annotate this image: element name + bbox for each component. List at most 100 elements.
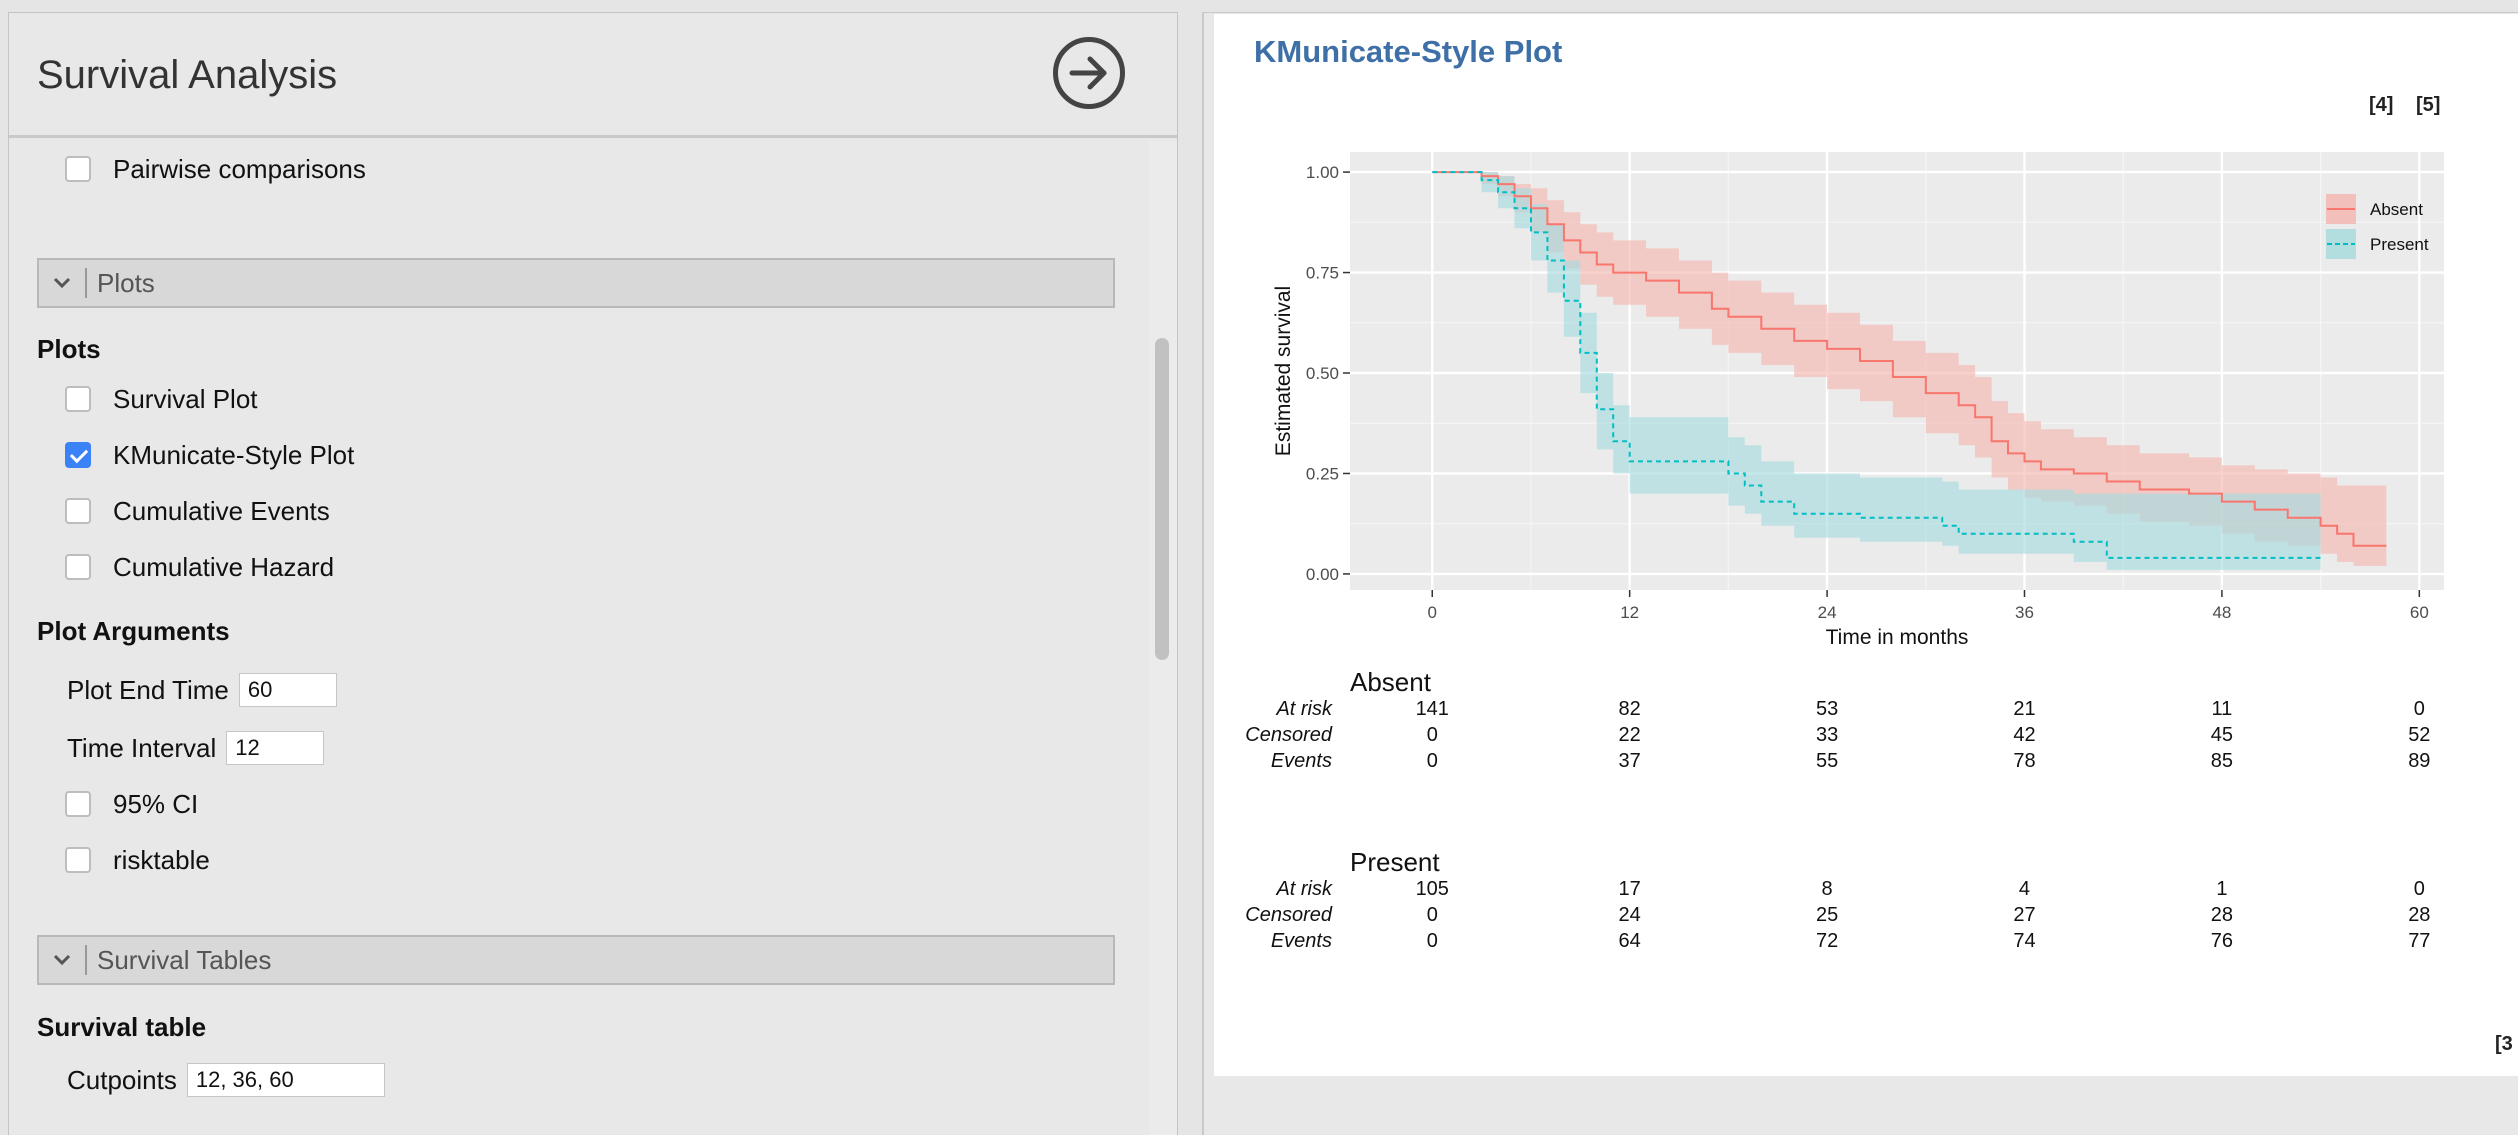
survival-plot-checkbox[interactable] <box>65 386 91 412</box>
ci-band-present <box>1432 172 2321 570</box>
options-scroll-area: Pairwise comparisons Plots Plots Surviva… <box>9 138 1149 1135</box>
risk-cell: 0 <box>1427 750 1438 772</box>
y-tick-label: 1.00 <box>1306 163 1339 182</box>
plots-heading: Plots <box>37 334 101 364</box>
results-page: KMunicate-Style Plot [4] [5] [3 0.00 0.25… <box>1214 14 2518 1076</box>
risk-cell: 141 <box>1416 698 1449 720</box>
risk-cell: 28 <box>2408 904 2430 926</box>
cutpoints-label: Cutpoints <box>67 1064 177 1095</box>
kmunicate-plot-option[interactable]: KMunicate-Style Plot <box>65 439 354 471</box>
risk-cell: 82 <box>1619 698 1641 720</box>
risk-cell: 17 <box>1619 878 1641 900</box>
ci-label: 95% CI <box>113 788 199 819</box>
risk-cell: 89 <box>2408 750 2430 772</box>
survival-plot-label: Survival Plot <box>113 383 258 414</box>
risk-cell: 0 <box>2414 698 2425 720</box>
risk-cell: 33 <box>1816 724 1838 746</box>
risk-group-title: Present <box>1350 847 1440 877</box>
cumulative-hazard-option[interactable]: Cumulative Hazard <box>65 551 334 583</box>
survival-table-heading: Survival table <box>37 1012 207 1042</box>
legend-label: Present <box>2370 235 2429 254</box>
reference-link[interactable]: [4] <box>2369 94 2394 116</box>
run-arrow-button[interactable] <box>1053 37 1125 109</box>
risk-cell: 0 <box>2414 878 2425 900</box>
time-interval-label: Time Interval <box>67 732 217 763</box>
risk-cell: 74 <box>2013 930 2035 952</box>
y-axis-label: Estimated survival <box>1272 286 1295 456</box>
cumulative-hazard-label: Cumulative Hazard <box>113 551 335 582</box>
risk-row-label: Events <box>1271 750 1332 772</box>
reference-link[interactable]: [5] <box>2416 94 2441 116</box>
pairwise-comparisons-option[interactable]: Pairwise comparisons <box>65 153 366 185</box>
ci-checkbox[interactable] <box>65 791 91 817</box>
cutpoints-input[interactable] <box>186 1063 385 1097</box>
risk-group-title: Absent <box>1350 667 1432 697</box>
legend-label: Absent <box>2370 200 2423 219</box>
x-tick-label: 12 <box>1620 603 1639 622</box>
cumulative-events-label: Cumulative Events <box>113 495 330 526</box>
cumulative-hazard-checkbox[interactable] <box>65 554 91 580</box>
chevron-down-icon <box>39 953 85 967</box>
survival-line-absent <box>1432 171 2387 547</box>
survival-line-present <box>1432 171 2321 559</box>
ci-option[interactable]: 95% CI <box>65 788 198 820</box>
risk-cell: 0 <box>1427 904 1438 926</box>
risk-cell: 52 <box>2408 724 2430 746</box>
arrow-right-icon <box>1069 56 1107 90</box>
risk-cell: 25 <box>1816 904 1838 926</box>
risk-cell: 21 <box>2013 698 2035 720</box>
risk-cell: 24 <box>1619 904 1641 926</box>
x-tick-label: 48 <box>2212 603 2231 622</box>
survival-tables-section-label: Survival Tables <box>97 944 272 975</box>
risktable-option[interactable]: risktable <box>65 844 210 876</box>
chevron-down-icon <box>39 276 85 290</box>
risk-cell: 105 <box>1416 878 1449 900</box>
pairwise-comparisons-label: Pairwise comparisons <box>113 153 366 184</box>
survival-plot-option[interactable]: Survival Plot <box>65 383 258 415</box>
risktable-checkbox[interactable] <box>65 847 91 873</box>
plot-end-time-label: Plot End Time <box>67 674 229 705</box>
risk-cell: 45 <box>2211 724 2233 746</box>
plot-end-time-input[interactable] <box>238 673 337 707</box>
x-tick-label: 36 <box>2015 603 2034 622</box>
cumulative-events-checkbox[interactable] <box>65 498 91 524</box>
risk-cell: 22 <box>1619 724 1641 746</box>
y-tick-label: 0.25 <box>1306 464 1339 483</box>
risk-cell: 27 <box>2013 904 2035 926</box>
options-header: Survival Analysis <box>9 13 1177 138</box>
risk-cell: 37 <box>1619 750 1641 772</box>
plots-section-header[interactable]: Plots <box>37 258 1115 308</box>
risk-cell: 76 <box>2211 930 2233 952</box>
kmunicate-plot-label: KMunicate-Style Plot <box>113 439 355 470</box>
scrollbar-thumb[interactable] <box>1155 338 1169 660</box>
risk-cell: 28 <box>2211 904 2233 926</box>
cumulative-events-option[interactable]: Cumulative Events <box>65 495 330 527</box>
risktable-label: risktable <box>113 844 210 875</box>
risk-cell: 78 <box>2013 750 2035 772</box>
risk-cell: 72 <box>1816 930 1838 952</box>
y-tick-label: 0.50 <box>1306 364 1339 383</box>
plots-section-label: Plots <box>97 267 155 298</box>
risk-cell: 0 <box>1427 724 1438 746</box>
x-tick-label: 0 <box>1428 603 1437 622</box>
results-title: KMunicate-Style Plot <box>1254 34 1563 69</box>
analysis-title: Survival Analysis <box>37 53 338 97</box>
reference-link[interactable]: [3 <box>2495 1033 2513 1055</box>
pairwise-comparisons-checkbox[interactable] <box>65 156 91 182</box>
x-tick-label: 60 <box>2410 603 2429 622</box>
risk-cell: 4 <box>2019 878 2030 900</box>
risk-cell: 42 <box>2013 724 2035 746</box>
risk-cell: 1 <box>2216 878 2227 900</box>
x-tick-label: 24 <box>1818 603 1837 622</box>
plot-end-time-row: Plot End Time <box>67 672 337 708</box>
x-axis-label: Time in months <box>1826 626 1969 649</box>
risk-row-label: At risk <box>1275 878 1333 900</box>
options-panel: Survival Analysis Pairwise comparisons P… <box>8 12 1178 1135</box>
survival-tables-section-header[interactable]: Survival Tables <box>37 935 1115 985</box>
time-interval-input[interactable] <box>226 731 325 765</box>
risk-row-label: Censored <box>1245 724 1333 746</box>
risk-cell: 55 <box>1816 750 1838 772</box>
risk-cell: 85 <box>2211 750 2233 772</box>
kmunicate-plot-checkbox[interactable] <box>65 442 91 468</box>
